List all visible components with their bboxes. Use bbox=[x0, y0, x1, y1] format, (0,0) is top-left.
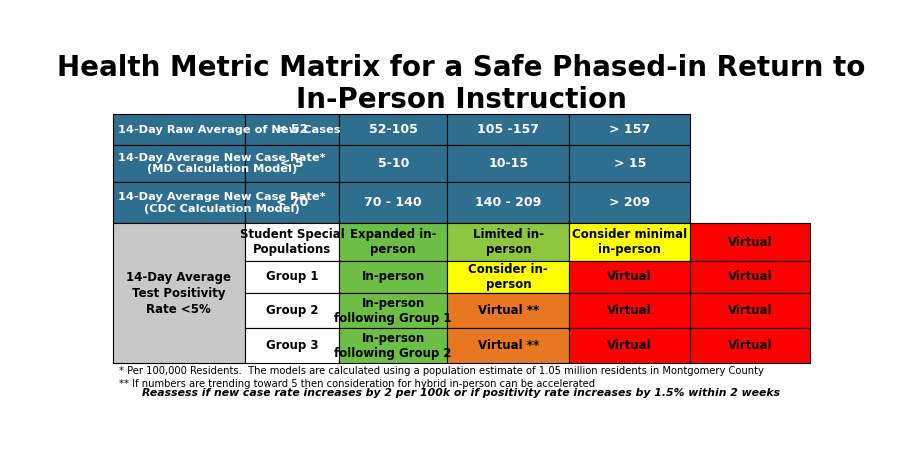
Bar bbox=[447, 293, 570, 328]
Text: 14-Day Average New Case Rate*
(MD Calculation Model): 14-Day Average New Case Rate* (MD Calcul… bbox=[118, 153, 326, 175]
Text: Virtual: Virtual bbox=[608, 339, 652, 352]
Text: In-person
following Group 1: In-person following Group 1 bbox=[335, 297, 452, 325]
Text: 140 - 209: 140 - 209 bbox=[475, 196, 542, 209]
Text: Group 3: Group 3 bbox=[266, 339, 319, 352]
Bar bbox=[339, 182, 447, 224]
Bar bbox=[570, 293, 690, 328]
Text: > 15: > 15 bbox=[614, 157, 646, 170]
Text: 105 -157: 105 -157 bbox=[477, 123, 539, 136]
Text: Virtual: Virtual bbox=[728, 270, 772, 283]
Bar bbox=[447, 328, 570, 363]
Text: 14-Day Average New Case Rate*
(CDC Calculation Model): 14-Day Average New Case Rate* (CDC Calcu… bbox=[118, 192, 326, 214]
Bar bbox=[570, 328, 690, 363]
Bar bbox=[690, 328, 810, 363]
Text: Virtual: Virtual bbox=[608, 270, 652, 283]
Bar bbox=[570, 260, 690, 293]
Text: 10-15: 10-15 bbox=[489, 157, 528, 170]
Bar bbox=[339, 114, 447, 145]
Text: * Per 100,000 Residents.  The models are calculated using a population estimate : * Per 100,000 Residents. The models are … bbox=[120, 366, 764, 376]
Bar bbox=[690, 224, 810, 260]
Text: 14-Day Average
Test Positivity
Rate <5%: 14-Day Average Test Positivity Rate <5% bbox=[126, 271, 231, 316]
Text: > 157: > 157 bbox=[609, 123, 651, 136]
Text: Consider minimal
in-person: Consider minimal in-person bbox=[572, 228, 688, 256]
Bar bbox=[112, 182, 245, 224]
Text: Student Special
Populations: Student Special Populations bbox=[239, 228, 345, 256]
Bar bbox=[447, 145, 570, 182]
Bar bbox=[245, 114, 339, 145]
Text: > 209: > 209 bbox=[609, 196, 650, 209]
Bar bbox=[339, 145, 447, 182]
Text: In-person
following Group 2: In-person following Group 2 bbox=[335, 332, 452, 360]
Text: Consider in-
person: Consider in- person bbox=[469, 263, 548, 291]
Bar bbox=[245, 293, 339, 328]
Text: ** If numbers are trending toward 5 then consideration for hybrid in-person can : ** If numbers are trending toward 5 then… bbox=[120, 379, 596, 389]
Bar bbox=[112, 145, 245, 182]
Bar bbox=[245, 260, 339, 293]
Bar bbox=[245, 182, 339, 224]
Bar bbox=[112, 114, 245, 145]
Bar bbox=[570, 145, 690, 182]
Bar bbox=[112, 224, 245, 363]
Text: Virtual: Virtual bbox=[608, 304, 652, 317]
Text: Virtual: Virtual bbox=[728, 339, 772, 352]
Text: < 70: < 70 bbox=[276, 196, 309, 209]
Bar bbox=[339, 260, 447, 293]
Bar bbox=[690, 293, 810, 328]
Bar bbox=[690, 260, 810, 293]
Bar bbox=[570, 182, 690, 224]
Text: 70 - 140: 70 - 140 bbox=[364, 196, 422, 209]
Bar bbox=[447, 224, 570, 260]
Text: < 52: < 52 bbox=[276, 123, 309, 136]
Text: Limited in-
person: Limited in- person bbox=[472, 228, 544, 256]
Text: Virtual **: Virtual ** bbox=[478, 339, 539, 352]
Text: Group 1: Group 1 bbox=[266, 270, 319, 283]
Text: Virtual: Virtual bbox=[728, 236, 772, 249]
Bar bbox=[245, 145, 339, 182]
Text: Health Metric Matrix for a Safe Phased-in Return to
In-Person Instruction: Health Metric Matrix for a Safe Phased-i… bbox=[57, 54, 866, 114]
Bar bbox=[447, 114, 570, 145]
Bar bbox=[339, 328, 447, 363]
Bar bbox=[245, 328, 339, 363]
Text: Reassess if new case rate increases by 2 per 100k or if positivity rate increase: Reassess if new case rate increases by 2… bbox=[142, 388, 780, 398]
Bar bbox=[570, 224, 690, 260]
Text: Virtual **: Virtual ** bbox=[478, 304, 539, 317]
Text: In-person: In-person bbox=[362, 270, 425, 283]
Text: < 5: < 5 bbox=[280, 157, 304, 170]
Text: Expanded in-
person: Expanded in- person bbox=[350, 228, 436, 256]
Bar bbox=[447, 182, 570, 224]
Text: 14-Day Raw Average of New Cases: 14-Day Raw Average of New Cases bbox=[118, 125, 340, 135]
Text: 5-10: 5-10 bbox=[378, 157, 409, 170]
Bar bbox=[245, 224, 339, 260]
Text: 52-105: 52-105 bbox=[369, 123, 418, 136]
Bar bbox=[339, 293, 447, 328]
Bar bbox=[339, 224, 447, 260]
Bar bbox=[570, 114, 690, 145]
Text: Group 2: Group 2 bbox=[266, 304, 319, 317]
Text: Virtual: Virtual bbox=[728, 304, 772, 317]
Bar bbox=[447, 260, 570, 293]
